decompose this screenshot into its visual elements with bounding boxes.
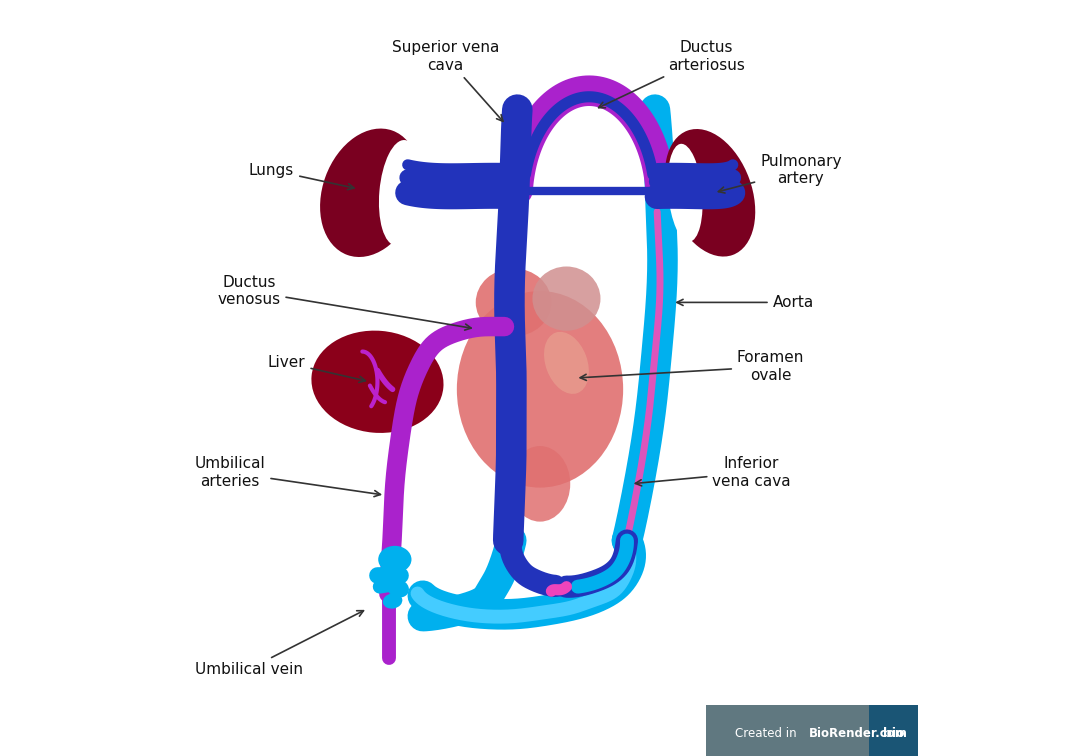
Text: Pulmonary
artery: Pulmonary artery <box>718 154 841 193</box>
Text: Inferior
vena cava: Inferior vena cava <box>635 457 791 488</box>
Text: Lungs: Lungs <box>249 163 354 190</box>
Ellipse shape <box>387 579 409 597</box>
Ellipse shape <box>667 144 703 242</box>
Ellipse shape <box>311 330 444 433</box>
Text: Umbilical
arteries: Umbilical arteries <box>194 457 380 497</box>
Text: Superior vena
cava: Superior vena cava <box>392 41 503 121</box>
Ellipse shape <box>375 565 401 587</box>
Ellipse shape <box>665 129 755 256</box>
FancyBboxPatch shape <box>868 705 918 756</box>
Ellipse shape <box>510 446 570 522</box>
Text: bio: bio <box>883 727 905 740</box>
Text: Ductus
venosus: Ductus venosus <box>217 275 471 330</box>
Ellipse shape <box>379 140 421 246</box>
Text: Foramen
ovale: Foramen ovale <box>580 351 805 383</box>
Ellipse shape <box>382 593 403 609</box>
Text: BioRender.com: BioRender.com <box>808 727 907 740</box>
Text: Liver: Liver <box>268 355 365 383</box>
Ellipse shape <box>544 332 589 394</box>
Ellipse shape <box>457 291 623 488</box>
FancyBboxPatch shape <box>706 705 918 756</box>
Text: Umbilical vein: Umbilical vein <box>195 611 364 677</box>
Ellipse shape <box>549 580 572 596</box>
Ellipse shape <box>378 546 411 573</box>
Text: Created in: Created in <box>735 727 800 740</box>
Ellipse shape <box>320 129 420 257</box>
Ellipse shape <box>532 267 600 331</box>
Ellipse shape <box>476 268 552 336</box>
Text: Ductus
arteriosus: Ductus arteriosus <box>598 41 745 108</box>
Text: Aorta: Aorta <box>677 295 814 310</box>
